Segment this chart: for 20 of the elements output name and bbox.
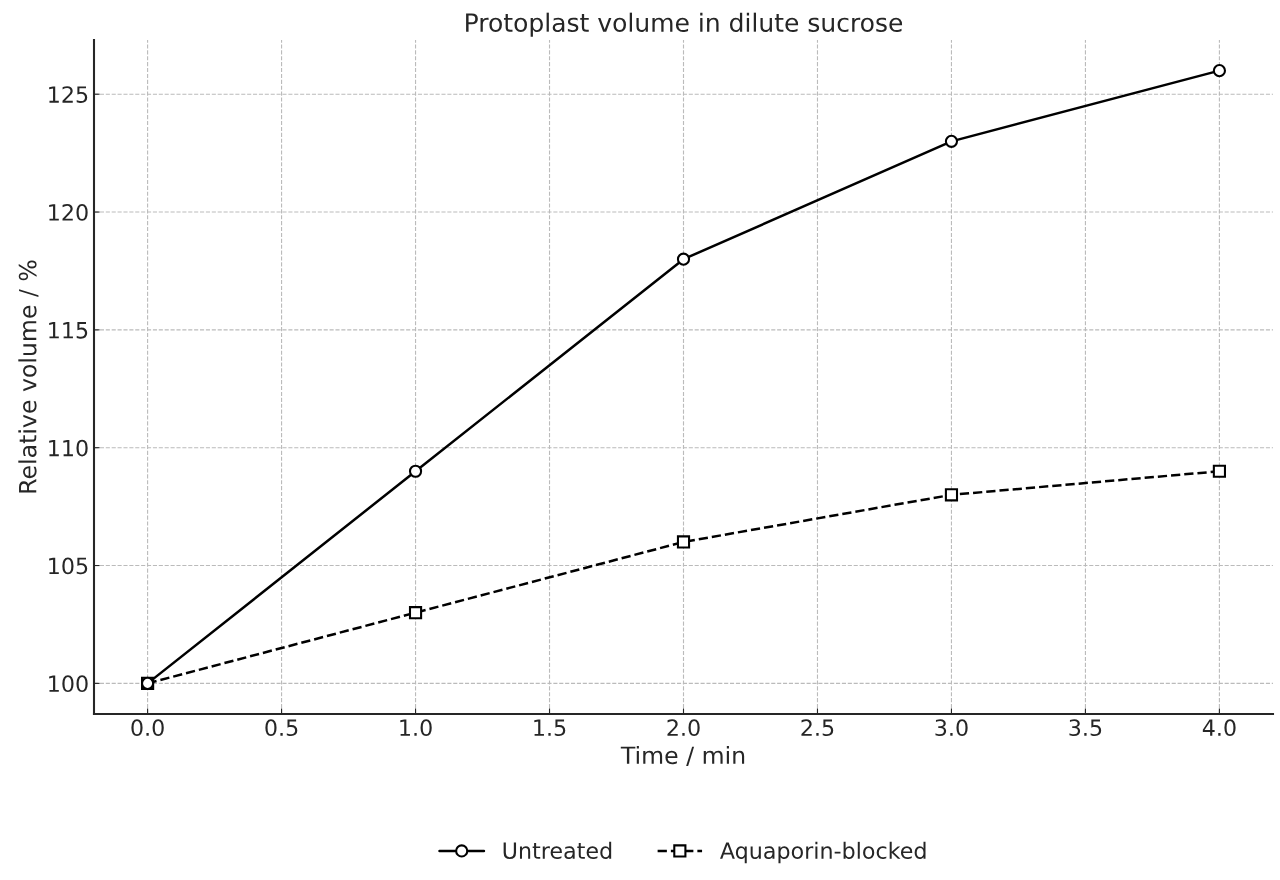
- y-tick-label: 115: [49, 322, 88, 339]
- legend-label: Aquaporin-blocked: [720, 841, 926, 864]
- x-tick-label: 0.0: [131, 719, 164, 737]
- x-tick-label: 4.0: [1202, 719, 1236, 737]
- x-tick-label: 2.5: [801, 719, 834, 737]
- x-tick-label: 3.0: [935, 719, 968, 737]
- x-tick-label: 3.5: [1069, 719, 1102, 737]
- legend-label: Untreated: [503, 841, 612, 860]
- y-axis-title: Relative volume / %: [18, 260, 39, 493]
- x-axis-title: Time / min: [620, 745, 745, 767]
- y-tick-label: 105: [49, 557, 88, 575]
- y-tick-label: 120: [49, 203, 88, 221]
- x-tick-label: 1.5: [534, 719, 566, 737]
- y-tick-label: 125: [49, 86, 88, 103]
- x-tick-label: 0.5: [265, 719, 298, 737]
- x-tick-label: 2.0: [667, 719, 700, 737]
- chart-title: Protoplast volume in dilute sucrose: [466, 12, 903, 37]
- y-tick-label: 100: [49, 675, 88, 693]
- y-tick-label: 110: [49, 439, 88, 457]
- x-tick-label: 1.0: [400, 719, 432, 737]
